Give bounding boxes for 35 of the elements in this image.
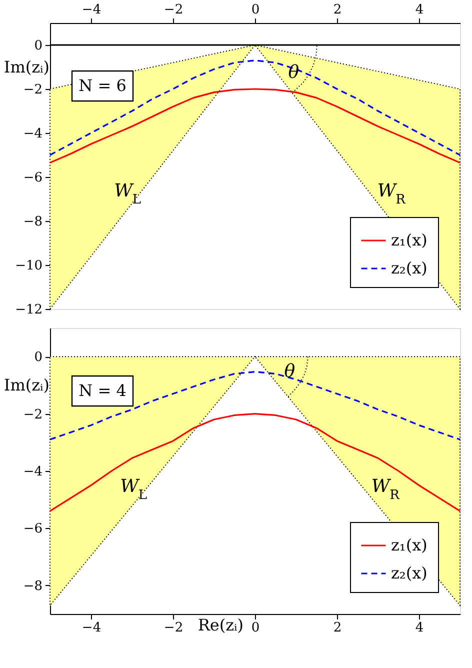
legend-label: z₁(x) [391, 536, 428, 554]
y-tick-label: −2 [23, 407, 42, 422]
y-tick-label: 0 [34, 350, 42, 366]
annotation: θ [288, 62, 300, 83]
x-tick-label: 2 [333, 2, 342, 18]
x-tick-label: −4 [82, 620, 102, 636]
y-tick-label: −6 [23, 170, 42, 186]
line-series [49, 413, 461, 512]
y-axis-title: Im(zᵢ) [4, 58, 50, 76]
y-tick-label: −6 [23, 522, 42, 537]
annotation: N = 6 [78, 76, 126, 95]
y-tick-label: −8 [23, 578, 42, 594]
y-tick-label: 0 [34, 38, 42, 54]
x-tick-label: 4 [415, 620, 424, 636]
line-series [49, 60, 461, 156]
x-tick-label: −2 [164, 2, 184, 18]
annotation: N = 4 [78, 381, 126, 400]
x-tick-label: −4 [82, 2, 102, 18]
y-tick-label: −12 [15, 302, 42, 318]
y-tick-label: −4 [23, 126, 42, 142]
y-axis-title: Im(zᵢ) [4, 376, 50, 395]
x-tick-label: 2 [333, 620, 342, 636]
y-tick-label: −10 [15, 258, 42, 274]
x-tick-label: 0 [251, 620, 260, 636]
x-tick-label: −2 [164, 620, 184, 636]
x-tick-label: 0 [251, 2, 260, 18]
legend-label: z₁(x) [391, 230, 428, 250]
y-tick-label: −4 [23, 464, 42, 480]
annotation: θ [284, 361, 296, 382]
legend-label: z₂(x) [391, 258, 428, 278]
y-tick-label: −8 [23, 214, 42, 230]
x-axis-title: Re(zᵢ) [198, 616, 244, 634]
legend-label: z₂(x) [391, 564, 428, 582]
x-tick-label: 4 [415, 2, 424, 18]
y-tick-label: −2 [23, 82, 42, 98]
